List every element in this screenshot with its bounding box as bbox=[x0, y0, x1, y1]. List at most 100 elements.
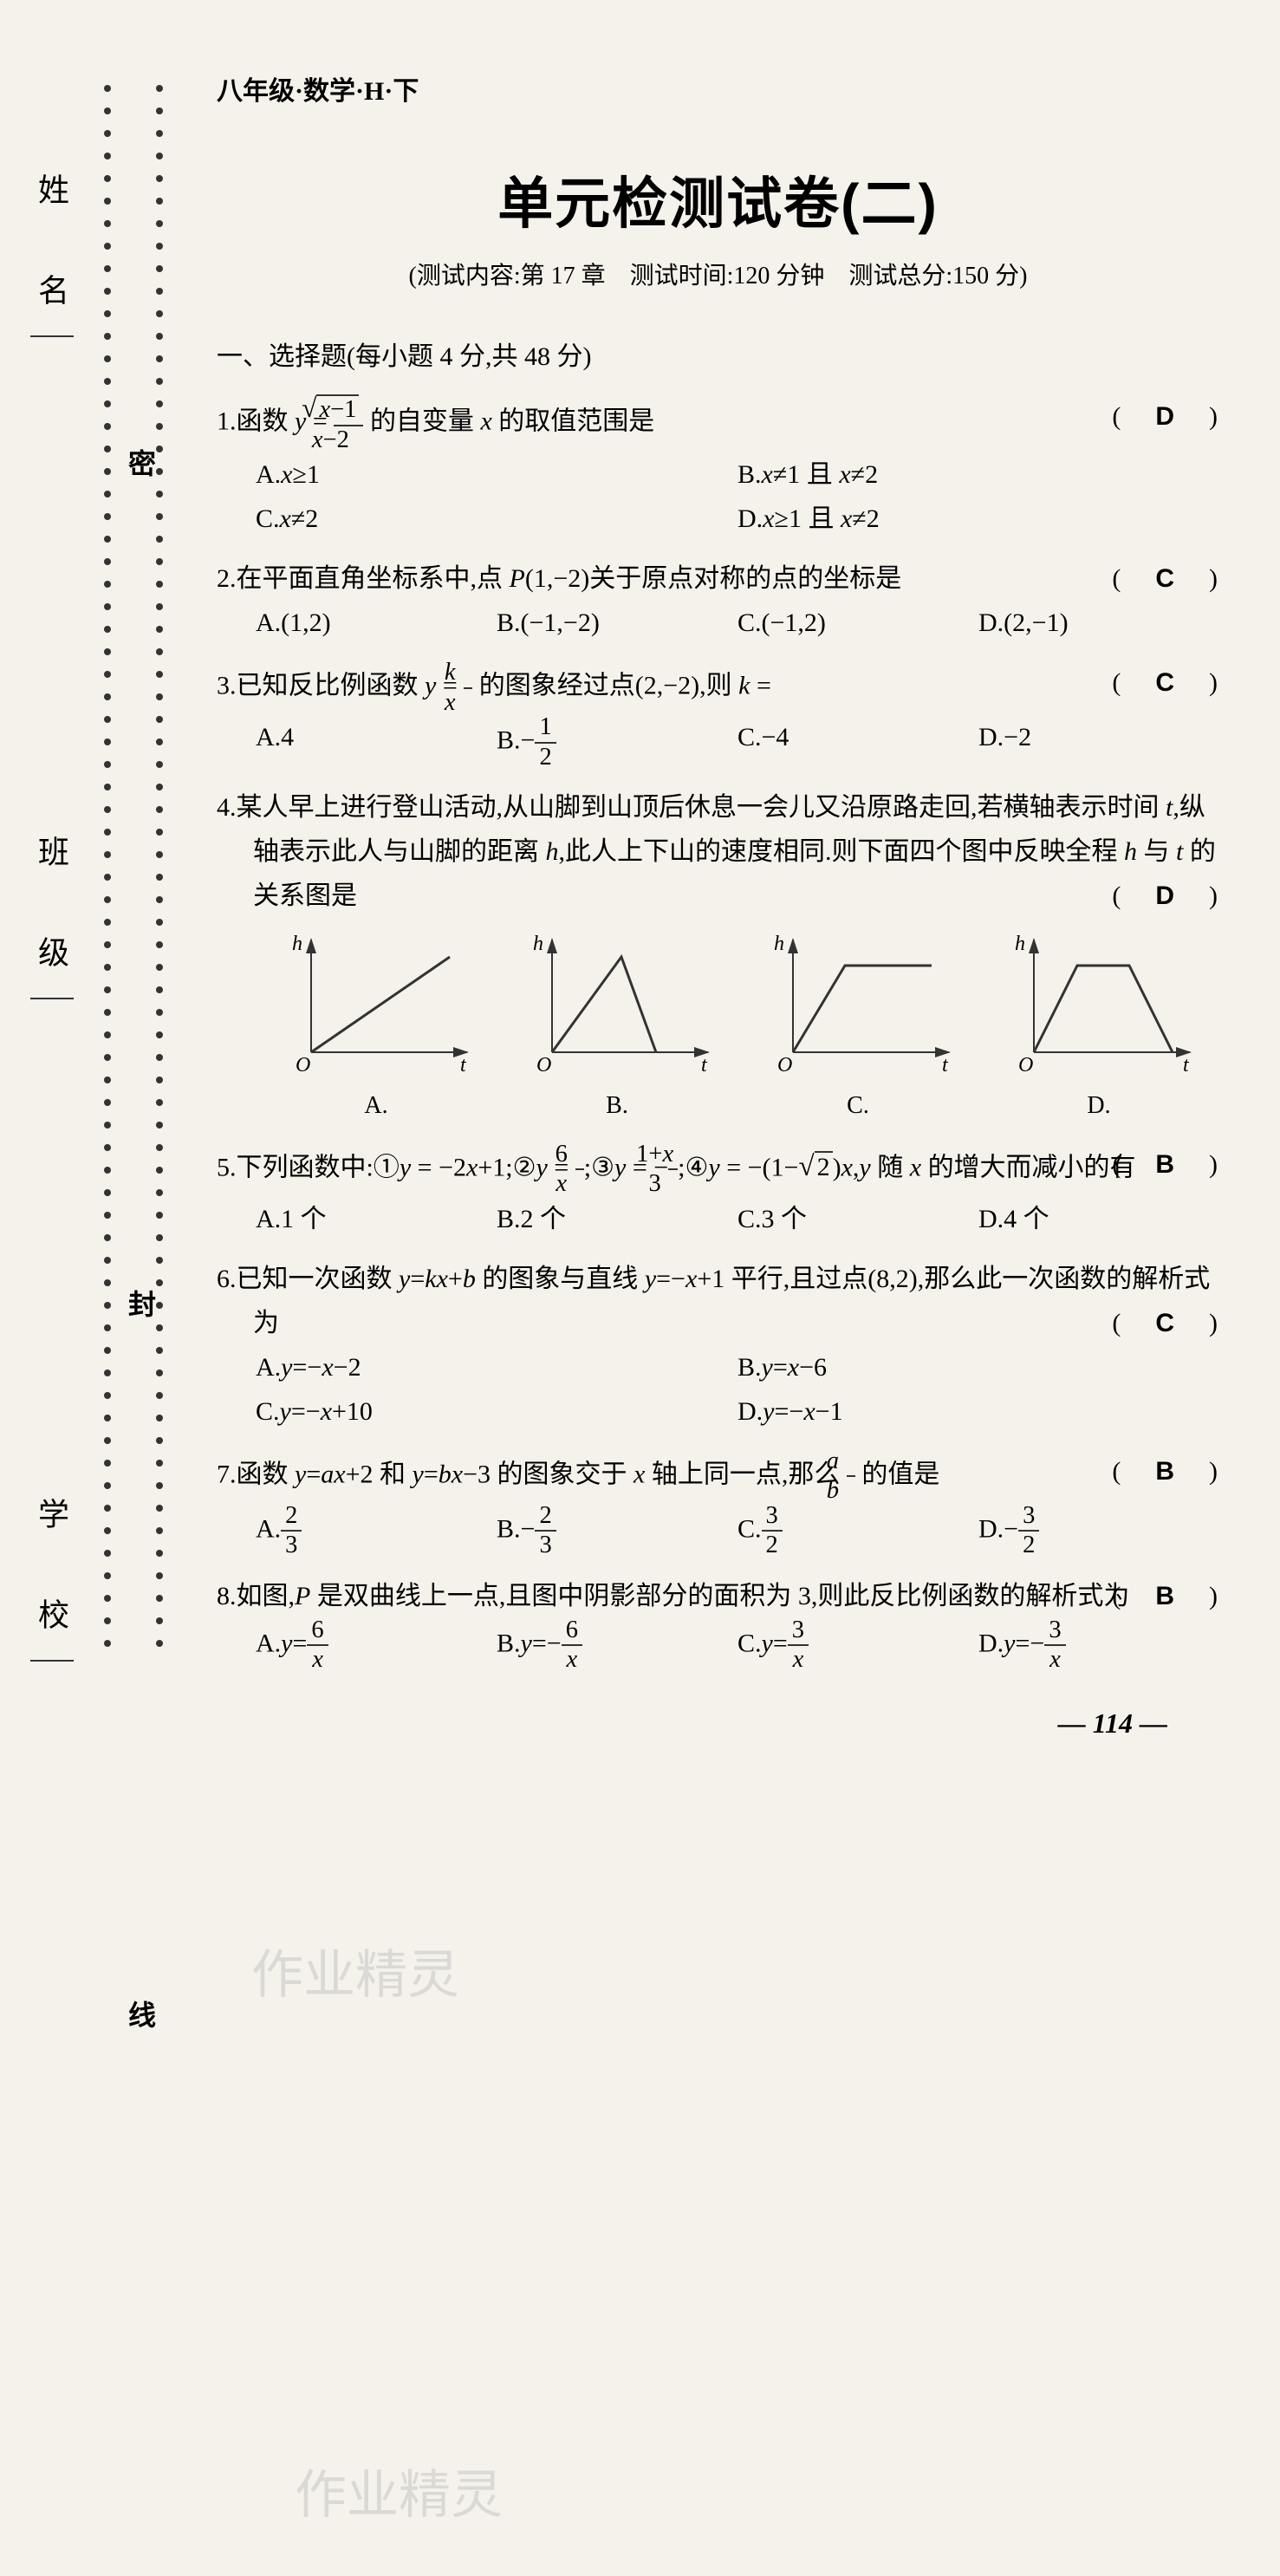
question-text: 1.函数 y = x−1x−2 的自变量 x 的取值范围是( D ) bbox=[217, 394, 1219, 452]
options: A.(1,2)B.(−1,−2)C.(−1,2)D.(2,−1) bbox=[217, 601, 1219, 645]
page-subtitle: (测试内容:第 17 章 测试时间:120 分钟 测试总分:150 分) bbox=[217, 257, 1219, 291]
answer-letter: D bbox=[1155, 402, 1174, 431]
option: D.4 个 bbox=[978, 1197, 1219, 1241]
option: C.32 bbox=[737, 1504, 978, 1558]
label-school: 学 校 bbox=[30, 1498, 74, 1662]
question: 5.下列函数中:①y = −2x+1;②y = 6x;③y = −1+x3;④y… bbox=[217, 1142, 1219, 1241]
graph-row: O h t A. O h t B. O h t C. O h t D. bbox=[217, 931, 1219, 1127]
dotted-margin-inner bbox=[156, 69, 159, 1705]
option: A.23 bbox=[256, 1504, 497, 1558]
content-area: 八年级·数学·H·下 单元检测试卷(二) (测试内容:第 17 章 测试时间:1… bbox=[217, 69, 1219, 1740]
option: C.−4 bbox=[737, 715, 978, 770]
answer-letter: C bbox=[1155, 564, 1174, 593]
option: C.y=−x+10 bbox=[256, 1389, 737, 1434]
option: C.(−1,2) bbox=[737, 601, 978, 645]
answer-letter: B bbox=[1155, 1150, 1174, 1179]
label-name: 姓 名 bbox=[30, 173, 74, 337]
option: D.−2 bbox=[978, 715, 1219, 770]
option: C.y=3x bbox=[737, 1618, 978, 1673]
question-text: 8.如图,P 是双曲线上一点,且图中阴影部分的面积为 3,则此反比例函数的解析式… bbox=[217, 1574, 1219, 1618]
options: A.1 个B.2 个C.3 个D.4 个 bbox=[217, 1197, 1219, 1241]
graph-box: O h t B. bbox=[517, 931, 717, 1127]
option: D.(2,−1) bbox=[978, 601, 1219, 645]
seal-char-feng: 封 bbox=[128, 1283, 156, 1323]
option: A.(1,2) bbox=[256, 601, 497, 645]
svg-text:t: t bbox=[942, 1054, 949, 1077]
option: C.x≠2 bbox=[256, 497, 737, 541]
question: 4.某人早上进行登山活动,从山脚到山顶后休息一会儿又沿原路走回,若横轴表示时间 … bbox=[217, 785, 1219, 1127]
svg-text:t: t bbox=[460, 1054, 467, 1077]
graph-label: A. bbox=[276, 1085, 476, 1127]
option: B.2 个 bbox=[497, 1197, 737, 1241]
graph-svg: O h t bbox=[276, 931, 476, 1078]
graph-label: D. bbox=[999, 1085, 1199, 1127]
watermark: 作业精灵 bbox=[251, 1933, 459, 2008]
graph-box: O h t D. bbox=[999, 931, 1199, 1127]
svg-text:h: h bbox=[774, 933, 784, 955]
answer-slot: ( D ) bbox=[1148, 394, 1219, 439]
answer-letter: D bbox=[1155, 881, 1174, 910]
dotted-margin-outer bbox=[104, 69, 107, 1705]
page-number: — 114 — bbox=[217, 1708, 1167, 1740]
svg-text:O: O bbox=[296, 1054, 310, 1077]
graph-svg: O h t bbox=[999, 931, 1199, 1078]
option: B.y=−6x bbox=[497, 1618, 737, 1673]
svg-text:O: O bbox=[777, 1054, 792, 1077]
options: A.x≥1B.x≠1 且 x≠2C.x≠2D.x≥1 且 x≠2 bbox=[217, 452, 1219, 541]
svg-text:h: h bbox=[533, 933, 543, 955]
seal-char-mi: 密 bbox=[128, 442, 156, 482]
svg-text:t: t bbox=[701, 1054, 708, 1077]
question: 2.在平面直角坐标系中,点 P(1,−2)关于原点对称的点的坐标是( C )A.… bbox=[217, 556, 1219, 645]
answer-slot: ( C ) bbox=[1148, 556, 1219, 601]
option: A.y=−x−2 bbox=[256, 1345, 737, 1389]
answer-slot: ( C ) bbox=[1148, 660, 1219, 705]
answer-slot: ( B ) bbox=[1148, 1142, 1219, 1187]
question: 3.已知反比例函数 y = kx 的图象经过点(2,−2),则 k =( C )… bbox=[217, 660, 1219, 770]
watermark: 作业精灵 bbox=[295, 2453, 503, 2528]
options: A.4B.−12C.−4D.−2 bbox=[217, 715, 1219, 770]
option: B.y=x−6 bbox=[737, 1345, 1219, 1389]
answer-letter: C bbox=[1155, 1309, 1174, 1337]
seal-char-xian: 线 bbox=[128, 1994, 156, 2033]
options: A.y=−x−2B.y=x−6C.y=−x+10D.y=−x−1 bbox=[217, 1345, 1219, 1434]
question-text: 2.在平面直角坐标系中,点 P(1,−2)关于原点对称的点的坐标是( C ) bbox=[217, 556, 1219, 601]
page-title: 单元检测试卷(二) bbox=[217, 159, 1219, 239]
option: A.4 bbox=[256, 715, 497, 770]
graph-svg: O h t bbox=[517, 931, 717, 1078]
svg-text:t: t bbox=[1183, 1054, 1190, 1077]
question-text: 3.已知反比例函数 y = kx 的图象经过点(2,−2),则 k =( C ) bbox=[217, 660, 1219, 715]
answer-slot: ( C ) bbox=[1148, 1301, 1219, 1345]
question: 7.函数 y=ax+2 和 y=bx−3 的图象交于 x 轴上同一点,那么 ab… bbox=[217, 1449, 1219, 1558]
option: D.−32 bbox=[978, 1504, 1219, 1558]
graph-label: C. bbox=[758, 1085, 958, 1127]
question: 8.如图,P 是双曲线上一点,且图中阴影部分的面积为 3,则此反比例函数的解析式… bbox=[217, 1574, 1219, 1673]
answer-slot: ( B ) bbox=[1148, 1574, 1219, 1618]
option: B.−12 bbox=[497, 715, 737, 770]
option: A.1 个 bbox=[256, 1197, 497, 1241]
graph-svg: O h t bbox=[758, 931, 958, 1078]
section-heading: 一、选择题(每小题 4 分,共 48 分) bbox=[217, 335, 1219, 373]
svg-text:h: h bbox=[292, 933, 302, 955]
option: D.x≥1 且 x≠2 bbox=[737, 497, 1219, 541]
option: B.x≠1 且 x≠2 bbox=[737, 452, 1219, 497]
question: 1.函数 y = x−1x−2 的自变量 x 的取值范围是( D )A.x≥1B… bbox=[217, 394, 1219, 541]
options: A.23B.−23C.32D.−32 bbox=[217, 1504, 1219, 1558]
question-text: 7.函数 y=ax+2 和 y=bx−3 的图象交于 x 轴上同一点,那么 ab… bbox=[217, 1449, 1219, 1504]
option: B.−23 bbox=[497, 1504, 737, 1558]
option: D.y=−x−1 bbox=[737, 1389, 1219, 1434]
answer-slot: ( D ) bbox=[1148, 874, 1219, 918]
option: B.(−1,−2) bbox=[497, 601, 737, 645]
svg-text:O: O bbox=[1018, 1054, 1033, 1077]
answer-letter: B bbox=[1155, 1457, 1174, 1486]
question-text: 4.某人早上进行登山活动,从山脚到山顶后休息一会儿又沿原路走回,若横轴表示时间 … bbox=[217, 785, 1219, 918]
question: 6.已知一次函数 y=kx+b 的图象与直线 y=−x+1 平行,且过点(8,2… bbox=[217, 1257, 1219, 1434]
svg-text:h: h bbox=[1015, 933, 1025, 955]
answer-letter: B bbox=[1155, 1582, 1174, 1610]
graph-label: B. bbox=[517, 1085, 717, 1127]
graph-box: O h t A. bbox=[276, 931, 476, 1127]
question-text: 5.下列函数中:①y = −2x+1;②y = 6x;③y = −1+x3;④y… bbox=[217, 1142, 1219, 1197]
option: A.y=6x bbox=[256, 1618, 497, 1673]
answer-slot: ( B ) bbox=[1148, 1449, 1219, 1493]
option: D.y=−3x bbox=[978, 1618, 1219, 1673]
question-text: 6.已知一次函数 y=kx+b 的图象与直线 y=−x+1 平行,且过点(8,2… bbox=[217, 1257, 1219, 1345]
